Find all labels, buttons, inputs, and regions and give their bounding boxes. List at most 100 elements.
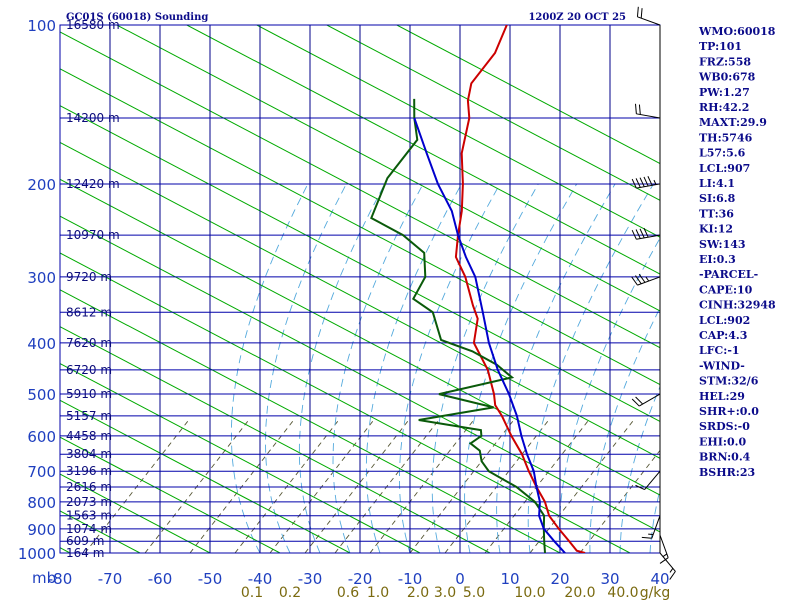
wind-barb-half-flag: [662, 553, 668, 558]
index-item: BRN:0.4: [699, 451, 751, 464]
index-item: SHR+:0.0: [699, 405, 759, 418]
height-label: 164 m: [66, 546, 104, 560]
wind-barb-flag: [643, 227, 649, 238]
height-label: 10970 m: [66, 228, 120, 242]
pressure-tick-label: 500: [27, 386, 56, 404]
wind-barb-flag: [639, 228, 645, 239]
height-label: 8612 m: [66, 305, 112, 319]
profile-lines: [370, 25, 586, 553]
moist-adiabat-line: [649, 487, 660, 553]
pressure-tick-label: 400: [27, 335, 56, 353]
mixing-ratio-label: 10.0: [514, 585, 545, 600]
wind-barb-flag: [631, 398, 640, 407]
moist-adiabat-line: [365, 183, 462, 553]
moist-adiabat-line: [619, 385, 660, 553]
pressure-tick-label: 200: [27, 176, 56, 194]
moist-adiabat-line: [496, 183, 616, 553]
temperature-tick-label: -70: [98, 570, 123, 588]
temperature-tick-label: 20: [550, 570, 569, 588]
mixing-ratio-line: [84, 419, 190, 553]
mixing-ratio-line: [444, 419, 550, 553]
wind-barb-flag: [647, 176, 653, 186]
index-item: WB0:678: [698, 71, 756, 84]
dewpoint-line: [370, 98, 546, 553]
wind-barb-flag: [631, 230, 637, 240]
index-item: LFC:-1: [699, 344, 740, 357]
dry-adiabat-line: [60, 68, 660, 386]
index-item: RH:42.2: [699, 101, 749, 114]
dry-adiabat-line: [60, 105, 660, 422]
wind-barb-half-flag: [645, 276, 650, 282]
index-item: WMO:60018: [698, 25, 776, 38]
temperature-tick-label: 30: [600, 570, 619, 588]
height-label: 3196 m: [66, 464, 112, 478]
temperature-line: [454, 25, 586, 553]
mixing-ratio-label: 40.0: [607, 585, 638, 600]
height-label: 1563 m: [66, 509, 112, 523]
parcel-line: [413, 117, 566, 553]
wind-barb-flag: [639, 177, 645, 187]
mixing-ratio-line: [189, 419, 295, 553]
dry-adiabat-line: [186, 25, 660, 275]
wind-barb-flag: [631, 276, 638, 286]
index-item: EI:0.3: [699, 253, 736, 266]
index-item: SI:6.8: [699, 192, 736, 205]
wind-barb-flag: [635, 229, 641, 239]
height-label: 16580 m: [66, 18, 120, 32]
index-item: CAPE:10: [699, 283, 753, 296]
index-item: SRDS:-0: [699, 420, 750, 433]
wind-barb-flag: [638, 104, 641, 115]
height-label: 609 m: [66, 534, 104, 548]
wind-barb-flag: [635, 396, 644, 405]
temperature-tick-label: -60: [148, 570, 173, 588]
mixing-ratio-line: [144, 419, 250, 553]
height-label: 9720 m: [66, 270, 112, 284]
mixing-ratio-line: [334, 419, 440, 553]
index-item: CINH:32948: [699, 299, 776, 312]
index-item: TP:101: [699, 40, 742, 53]
mixing-ratio-line: [304, 419, 410, 553]
wind-barb-flag: [638, 273, 646, 283]
index-item: -WIND-: [699, 359, 745, 372]
stability-indices: WMO:60018 TP:101 FRZ:558 WB0:678 PW:1.27 RH:4…: [698, 25, 776, 479]
dry-adiabat-line: [116, 25, 660, 312]
mixing-ratio-line: [269, 419, 375, 553]
dry-adiabat-line: [396, 25, 660, 165]
index-item: TH:5746: [699, 131, 753, 144]
height-label: 5910 m: [66, 387, 112, 401]
background-grid: [59, 24, 661, 554]
height-label: 2616 m: [66, 480, 112, 494]
mixing-ratio-label: 20.0: [564, 585, 595, 600]
temperature-tick-label: -30: [298, 570, 323, 588]
grid-lines: [60, 25, 660, 553]
mixing-ratio-label: 0.2: [279, 585, 301, 600]
dry-adiabat-line: [60, 215, 660, 533]
index-item: LCL:907: [699, 162, 750, 175]
height-label: 4458 m: [66, 429, 112, 443]
index-item: LI:4.1: [699, 177, 735, 190]
wind-barb-flag: [641, 536, 652, 539]
height-label: 12420 m: [66, 177, 120, 191]
index-item: BSHR:23: [699, 466, 755, 479]
dry-adiabat-line: [60, 362, 421, 553]
temperature-tick-label: 0: [455, 570, 465, 588]
temperature-tick-label: -50: [198, 570, 223, 588]
wind-barb-half-flag: [653, 179, 657, 185]
chart-time: 1200Z 20 OCT 25: [528, 12, 626, 23]
dry-adiabat-line: [60, 141, 660, 459]
wind-barb-flag: [636, 6, 639, 17]
dry-adiabat-line: [60, 436, 281, 553]
index-item: SW:143: [699, 238, 746, 251]
mixing-ratio-label: g/kg: [640, 585, 671, 600]
mixing-ratio-label: 2.0: [407, 585, 429, 600]
pressure-tick-label: 800: [27, 494, 56, 512]
wind-barb-flag: [634, 103, 637, 114]
pressure-tick-label: 300: [27, 269, 56, 287]
moist-adiabat-line: [527, 183, 654, 553]
dry-adiabat-line: [60, 289, 561, 553]
height-label: 5157 m: [66, 409, 112, 423]
index-item: PW:1.27: [699, 86, 750, 99]
index-item: HEL:29: [699, 390, 745, 403]
index-item: L57:5.6: [699, 147, 746, 160]
